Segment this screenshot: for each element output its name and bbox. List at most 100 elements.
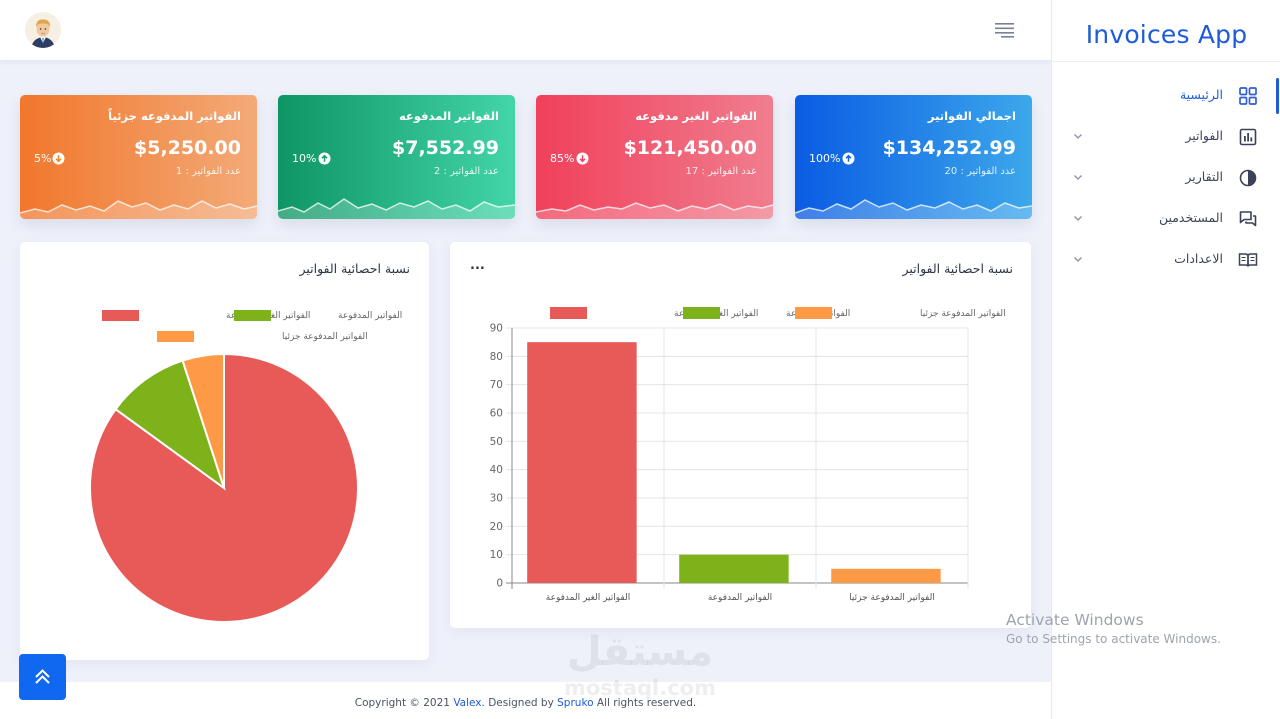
- x-tick-label: الفواتير المدفوعة جزئيا: [849, 593, 935, 603]
- avatar-illustration: [25, 12, 61, 48]
- sidebar-item-label: الفواتير: [1185, 128, 1223, 143]
- sparkline: [20, 200, 257, 219]
- bar-unpaid[interactable]: [527, 342, 637, 583]
- arrow-up-circle-icon: [318, 152, 331, 165]
- card-title: الفواتير المدفوعه: [398, 109, 499, 123]
- sparkline: [795, 199, 1032, 219]
- spruko-link[interactable]: Spruko: [557, 697, 594, 709]
- panel-options-menu[interactable]: ...: [470, 258, 485, 273]
- bar-chart-icon: [1239, 128, 1257, 146]
- pie-chart-panel: نسبة احصائية الفواتير الفواتير الغير الم…: [20, 242, 429, 660]
- card-count: عدد الفواتير : 1: [175, 166, 241, 177]
- sparkline: [278, 198, 515, 219]
- y-tick-label: 40: [490, 464, 503, 476]
- bar-chart: الفواتير الغير المدفوعة الفواتير المدفوع…: [490, 307, 1006, 603]
- card-unpaid: الفواتير الغير مدفوعه $121,450.00 عدد ال…: [536, 95, 773, 219]
- copyright-middle: . Designed by: [481, 697, 558, 709]
- chevron-down-icon[interactable]: [1073, 213, 1083, 223]
- sidebar-item-invoices[interactable]: الفواتير: [1052, 119, 1280, 155]
- legend-swatch-partial: [157, 331, 194, 342]
- legend-swatch-unpaid: [102, 310, 139, 321]
- x-tick-label: الفواتير الغير المدفوعة: [546, 593, 630, 603]
- card-title: الفواتير المدفوعه جزئياً: [108, 109, 241, 123]
- scroll-to-top-button[interactable]: [19, 654, 66, 700]
- legend-swatch-partial: [795, 307, 832, 319]
- card-value: $134,252.99: [882, 137, 1016, 159]
- copyright-text: Copyright © 2021 Valex. Designed by Spru…: [0, 697, 1051, 709]
- mostaql-watermark: مستقل mostaql.com: [555, 617, 725, 705]
- footer: Copyright © 2021 Valex. Designed by Spru…: [0, 682, 1051, 719]
- activate-windows-notice: Activate Windows Go to Settings to activ…: [1006, 611, 1221, 646]
- pie-slice-partial[interactable]: [181, 352, 225, 489]
- activate-title: Activate Windows: [1006, 611, 1144, 629]
- chevron-down-icon[interactable]: [1073, 172, 1083, 182]
- panel-title: نسبة احصائية الفواتير: [299, 261, 410, 276]
- x-tick-label: الفواتير المدفوعة: [708, 593, 772, 603]
- panel-title: نسبة احصائية الفواتير: [902, 261, 1013, 276]
- hamburger-icon[interactable]: [994, 22, 1016, 38]
- card-percent: 85%: [550, 152, 575, 165]
- user-avatar[interactable]: [25, 12, 61, 48]
- y-tick-label: 90: [490, 323, 503, 335]
- legend-swatch-paid: [683, 307, 720, 319]
- y-tick-label: 70: [490, 379, 503, 391]
- chevron-down-icon[interactable]: [1073, 131, 1083, 141]
- legend-label-paid: الفواتير المدفوعة: [338, 311, 402, 321]
- arrow-down-circle-icon: [52, 152, 65, 165]
- card-paid: الفواتير المدفوعه $7,552.99 عدد الفواتير…: [278, 95, 515, 219]
- chat-icon: [1239, 211, 1257, 227]
- pie-slice-paid[interactable]: [114, 359, 226, 491]
- copyright-prefix: Copyright © 2021: [354, 697, 454, 709]
- card-percent: 5%: [34, 152, 52, 165]
- copyright-suffix: All rights reserved.: [593, 697, 697, 709]
- legend-swatch-unpaid: [550, 307, 587, 319]
- y-tick-label: 60: [490, 408, 503, 420]
- sidebar-item-settings[interactable]: الاعدادات: [1052, 242, 1280, 278]
- sidebar-item-label: التقارير: [1185, 169, 1223, 184]
- card-value: $121,450.00: [623, 137, 757, 159]
- pie-chart-icon: [1239, 169, 1257, 187]
- card-count: عدد الفواتير : 20: [944, 166, 1016, 177]
- sidebar: Invoices App الرئيسية الفواتير التقارير: [1051, 0, 1280, 719]
- chevron-down-icon[interactable]: [1073, 254, 1083, 264]
- y-tick-label: 30: [490, 493, 503, 505]
- arrow-up-circle-icon: [842, 152, 855, 165]
- card-value: $7,552.99: [392, 137, 499, 159]
- card-percent: 100%: [809, 152, 841, 165]
- y-tick-label: 20: [490, 521, 503, 533]
- bar-partial[interactable]: [831, 568, 941, 583]
- activate-subtitle: Go to Settings to activate Windows.: [1006, 632, 1221, 646]
- sidebar-item-home[interactable]: الرئيسية: [1052, 78, 1280, 114]
- legend-swatch-paid: [234, 310, 271, 321]
- card-title: اجمالي الفواتير: [927, 109, 1016, 123]
- app-title: Invoices App: [1085, 20, 1248, 49]
- sidebar-item-label: الاعدادات: [1174, 251, 1223, 266]
- top-header: [0, 0, 1051, 60]
- book-icon: [1238, 253, 1258, 267]
- app-logo[interactable]: Invoices App: [1052, 0, 1280, 62]
- active-indicator: [1276, 78, 1279, 114]
- double-chevron-up-icon: [35, 669, 50, 684]
- arrow-down-circle-icon: [576, 152, 589, 165]
- y-tick-label: 80: [490, 351, 503, 363]
- y-tick-label: 50: [490, 436, 503, 448]
- card-count: عدد الفواتير : 17: [685, 166, 757, 177]
- y-tick-label: 10: [490, 549, 503, 561]
- legend-label-partial: الفواتير المدفوعة جزئيا: [920, 309, 1006, 319]
- sidebar-item-reports[interactable]: التقارير: [1052, 160, 1280, 196]
- sidebar-item-label: الرئيسية: [1179, 87, 1223, 102]
- sidebar-item-users[interactable]: المستخدمين: [1052, 201, 1280, 237]
- card-count: عدد الفواتير : 2: [433, 166, 499, 177]
- watermark-arabic: مستقل: [567, 629, 713, 675]
- card-percent: 10%: [292, 152, 317, 165]
- legend-label-partial: الفواتير المدفوعة جزئيا: [282, 332, 368, 342]
- pie-chart: الفواتير الغير المدفوعة الفواتير المدفوع…: [89, 310, 402, 623]
- card-value: $5,250.00: [134, 137, 241, 159]
- bar-paid[interactable]: [679, 554, 789, 583]
- card-total: اجمالي الفواتير $134,252.99 عدد الفواتير…: [795, 95, 1032, 219]
- valex-link[interactable]: Valex: [453, 697, 482, 709]
- card-partially-paid: الفواتير المدفوعه جزئياً $5,250.00 عدد ا…: [20, 95, 257, 219]
- sidebar-item-label: المستخدمين: [1158, 210, 1223, 225]
- card-title: الفواتير الغير مدفوعه: [635, 109, 757, 123]
- sparkline: [536, 202, 773, 219]
